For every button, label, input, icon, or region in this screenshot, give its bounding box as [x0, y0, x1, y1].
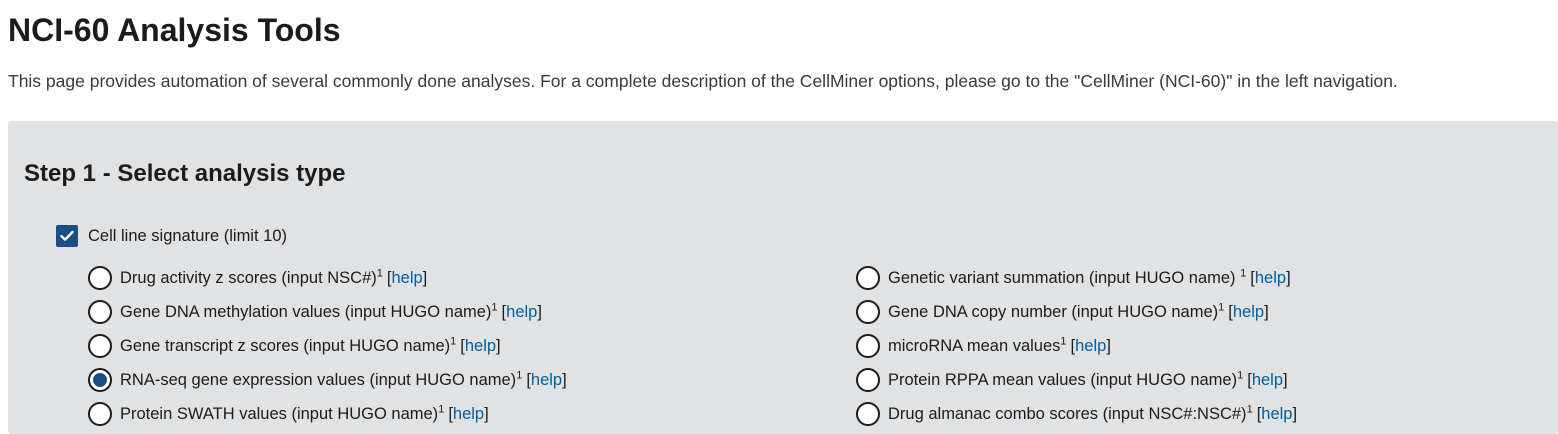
help-link[interactable]: help — [391, 268, 423, 287]
option-label: Genetic variant summation (input HUGO na… — [888, 267, 1247, 287]
help-link[interactable]: help — [464, 336, 497, 355]
radio-rna-seq-gene-expression[interactable] — [88, 368, 112, 392]
help-link[interactable]: help — [1075, 336, 1107, 355]
help-link[interactable]: help — [1254, 268, 1287, 287]
option-label: Drug almanac combo scores (input NSC#:NS… — [888, 403, 1253, 423]
help-link[interactable]: help — [452, 404, 485, 423]
option-label: Gene DNA methylation values (input HUGO … — [120, 301, 498, 321]
radio-microrna-mean-values[interactable] — [856, 334, 880, 358]
radio-protein-swath-values[interactable] — [88, 402, 112, 426]
step1-panel: Step 1 - Select analysis type Cell line … — [8, 121, 1558, 434]
step1-title: Step 1 - Select analysis type — [24, 160, 346, 187]
radio-drug-activity-z-scores[interactable] — [88, 266, 112, 290]
option-label: Drug activity z scores (input NSC#)1 — [120, 267, 383, 287]
left-options-column: Drug activity z scores (input NSC#)1 [he… — [88, 261, 567, 431]
option-rna-seq-gene-expression[interactable]: RNA-seq gene expression values (input HU… — [88, 363, 567, 397]
page-description: This page provides automation of several… — [8, 71, 1398, 91]
radio-gene-transcript-z-scores[interactable] — [88, 334, 112, 358]
help-link[interactable]: help — [506, 302, 538, 321]
option-genetic-variant-summation[interactable]: Genetic variant summation (input HUGO na… — [856, 261, 1297, 295]
cell-line-signature-checkbox[interactable] — [56, 225, 78, 247]
radio-genetic-variant-summation[interactable] — [856, 266, 880, 290]
option-gene-transcript-z-scores[interactable]: Gene transcript z scores (input HUGO nam… — [88, 329, 567, 363]
page-title: NCI-60 Analysis Tools — [8, 12, 341, 48]
radio-gene-dna-copy-number[interactable] — [856, 300, 880, 324]
help-link[interactable]: help — [1232, 302, 1265, 321]
option-microrna-mean-values[interactable]: microRNA mean values1 [help] — [856, 329, 1297, 363]
option-drug-activity-z-scores[interactable]: Drug activity z scores (input NSC#)1 [he… — [88, 261, 567, 295]
radio-drug-almanac-combo-scores[interactable] — [856, 402, 880, 426]
radio-protein-rppa-mean-values[interactable] — [856, 368, 880, 392]
radio-gene-dna-methylation[interactable] — [88, 300, 112, 324]
cell-line-signature-label: Cell line signature (limit 10) — [88, 226, 287, 245]
option-label: microRNA mean values1 — [888, 335, 1067, 355]
help-link[interactable]: help — [530, 370, 563, 389]
right-options-column: Genetic variant summation (input HUGO na… — [856, 261, 1297, 431]
checkmark-icon — [60, 230, 74, 241]
option-label: Gene transcript z scores (input HUGO nam… — [120, 335, 457, 355]
option-label: Protein RPPA mean values (input HUGO nam… — [888, 369, 1244, 389]
option-protein-rppa-mean-values[interactable]: Protein RPPA mean values (input HUGO nam… — [856, 363, 1297, 397]
option-label: RNA-seq gene expression values (input HU… — [120, 369, 523, 389]
help-link[interactable]: help — [1261, 404, 1293, 423]
option-protein-swath-values[interactable]: Protein SWATH values (input HUGO name)1 … — [88, 397, 567, 431]
option-gene-dna-copy-number[interactable]: Gene DNA copy number (input HUGO name)1 … — [856, 295, 1297, 329]
cell-line-signature-checkbox-row[interactable]: Cell line signature (limit 10) — [56, 224, 287, 248]
option-label: Gene DNA copy number (input HUGO name)1 — [888, 301, 1225, 321]
option-drug-almanac-combo-scores[interactable]: Drug almanac combo scores (input NSC#:NS… — [856, 397, 1297, 431]
option-label: Protein SWATH values (input HUGO name)1 — [120, 403, 445, 423]
help-link[interactable]: help — [1251, 370, 1284, 389]
option-gene-dna-methylation[interactable]: Gene DNA methylation values (input HUGO … — [88, 295, 567, 329]
